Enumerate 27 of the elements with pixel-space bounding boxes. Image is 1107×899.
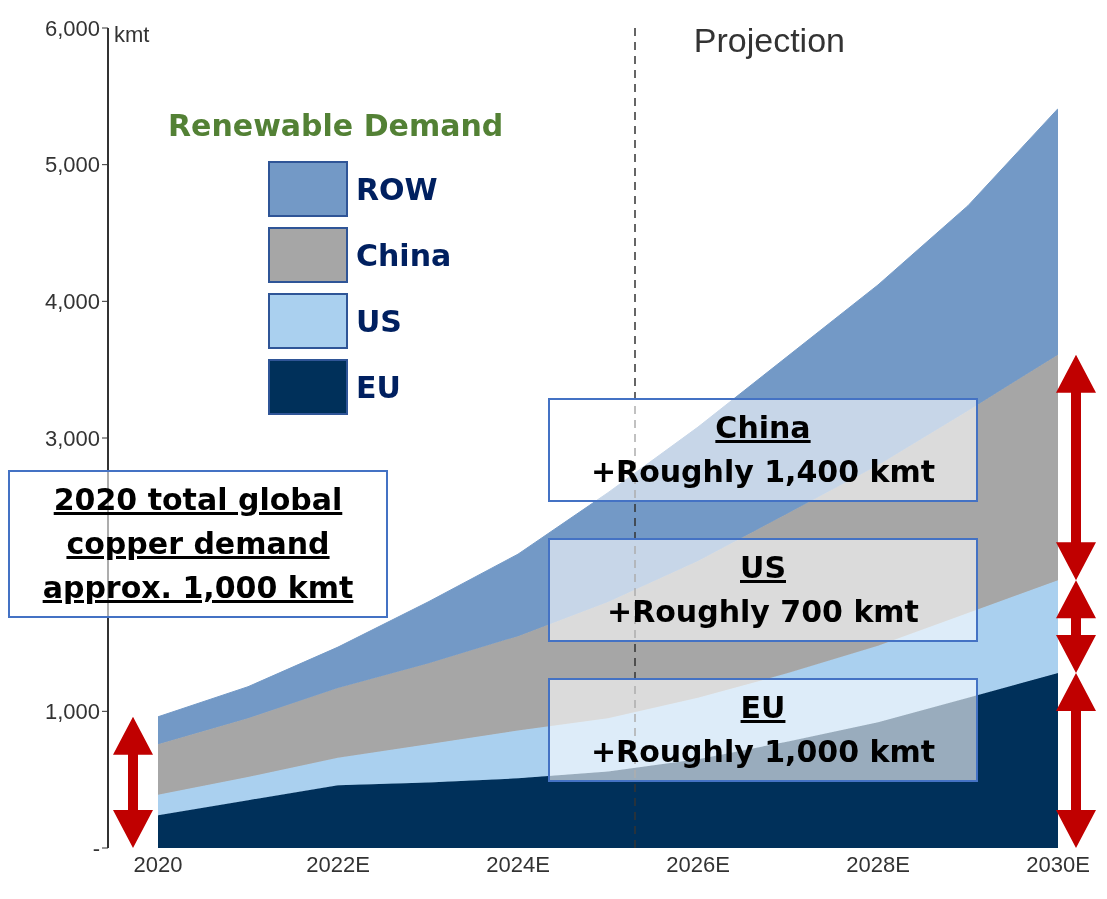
y-tick-label: 1,000 xyxy=(44,699,100,725)
x-tick-label: 2026E xyxy=(666,851,730,877)
y-tick-label: - xyxy=(92,835,100,861)
y-tick-label: 3,000 xyxy=(44,425,100,451)
annotation: US +Roughly 700 kmt xyxy=(606,549,920,631)
legend-title: Renewable Demand xyxy=(168,108,504,143)
x-tick-label: 2020 xyxy=(133,851,183,877)
annotation: China +Roughly 1,400 kmt xyxy=(589,409,937,491)
legend-label: China xyxy=(356,237,452,273)
y-tick-label: 4,000 xyxy=(44,289,100,315)
callout-box: 2020 total global copper demand approx. 1,000 kmt xyxy=(8,470,388,618)
annotation: EU +Roughly 1,000 kmt xyxy=(589,689,937,771)
legend-label: ROW xyxy=(356,171,438,207)
x-tick-label: 2022E xyxy=(306,851,370,877)
legend-label: US xyxy=(356,303,402,339)
x-tick-label: 2030E xyxy=(1026,851,1090,877)
y-tick-label: 6,000 xyxy=(44,15,100,41)
callout-box: EU +Roughly 1,000 kmt xyxy=(548,678,978,782)
x-tick-label: 2028E xyxy=(846,851,910,877)
y-tick-label: 5,000 xyxy=(44,152,100,178)
ref-line-label: Projection xyxy=(693,21,845,60)
y-axis-title: kmt xyxy=(114,22,150,48)
x-tick-label: 2024E xyxy=(486,851,550,877)
callout-box: China +Roughly 1,400 kmt xyxy=(548,398,978,502)
callout-box: US +Roughly 700 kmt xyxy=(548,538,978,642)
legend-label: EU xyxy=(356,369,401,405)
annotation: 2020 total global copper demand approx. 1,000 kmt xyxy=(41,481,355,607)
